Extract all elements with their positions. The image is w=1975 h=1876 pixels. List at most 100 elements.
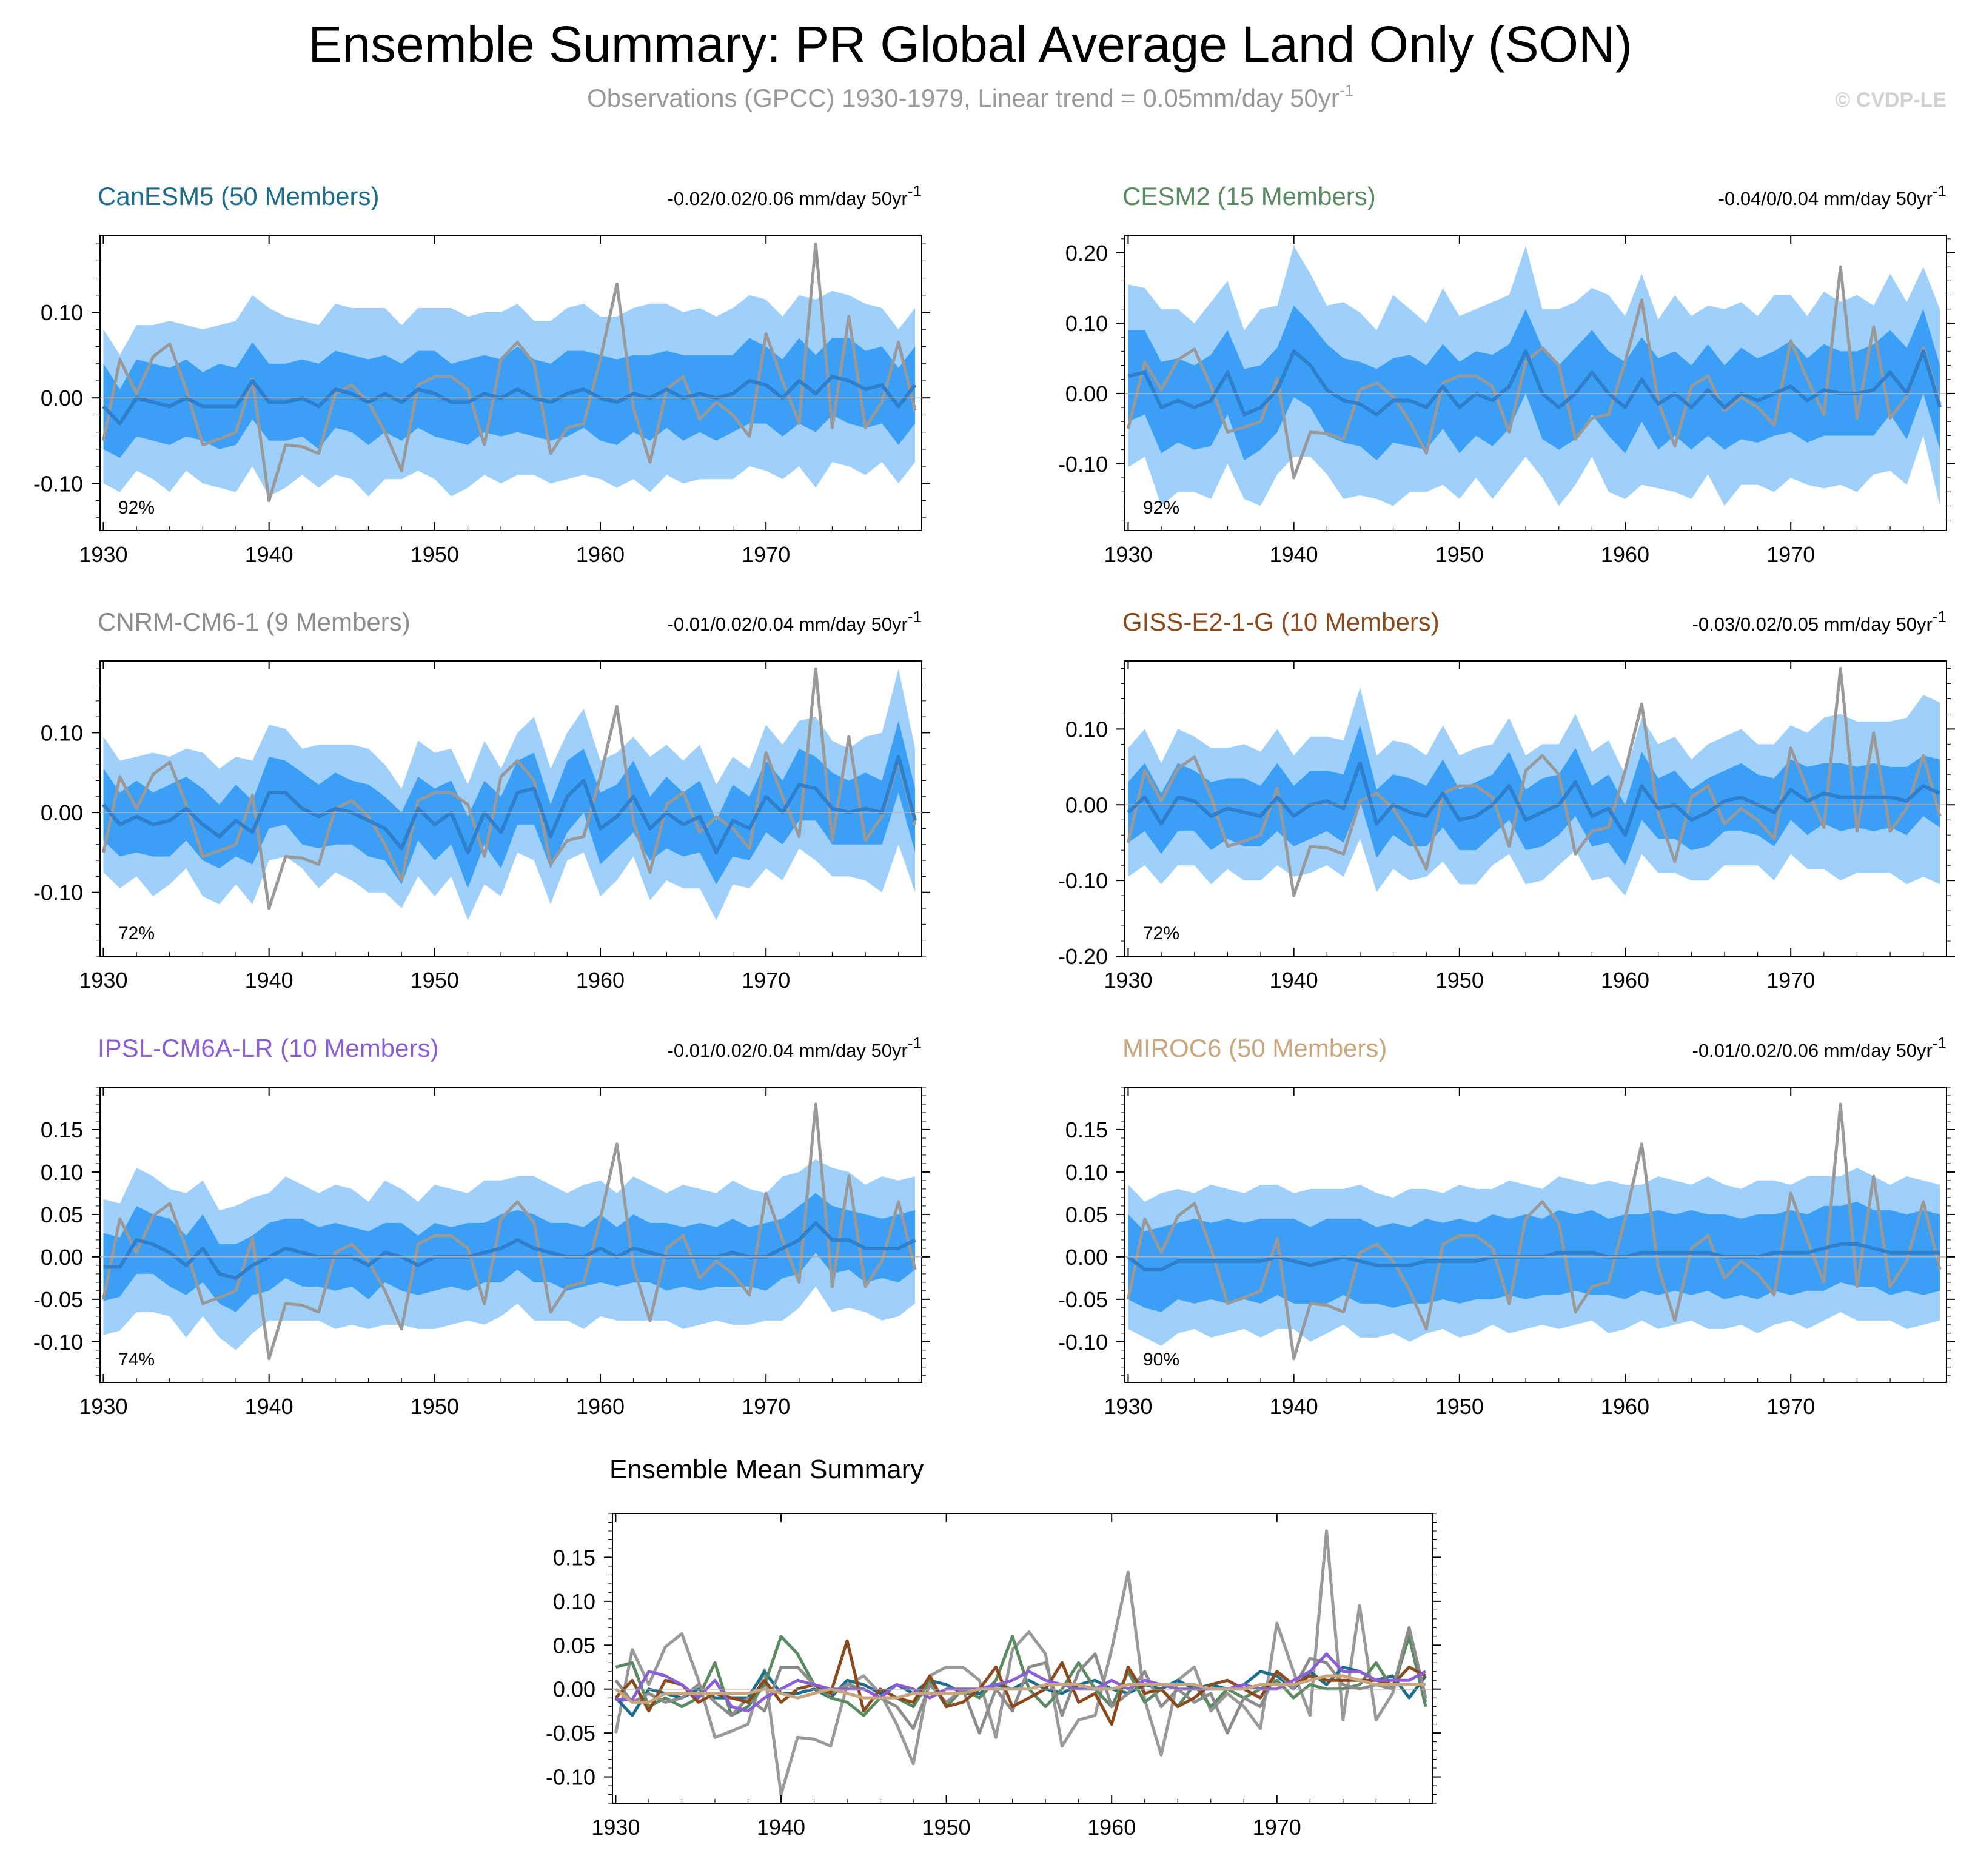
- panel-ipsl-cm6a-lr-ytick-label: 0.15: [41, 1117, 83, 1142]
- panel-giss-e2-1-g-percent-label: 72%: [1143, 923, 1179, 943]
- panel-miroc6-trend-superscript: -1: [1933, 1034, 1946, 1052]
- figure-subtitle: Observations (GPCC) 1930-1979, Linear tr…: [587, 81, 1353, 112]
- panel-miroc6-xtick-label: 1940: [1270, 1394, 1318, 1419]
- panel-ipsl-cm6a-lr-xtick-label: 1970: [742, 1394, 790, 1419]
- panel-cesm2-ytick-label: 0.00: [1065, 381, 1108, 406]
- panel-canesm5-xtick-label: 1930: [79, 542, 127, 567]
- panel-giss-e2-1-g-ytick-label: 0.10: [1065, 717, 1108, 742]
- panel-miroc6-trend-text: -0.01/0.02/0.06 mm/day 50yr: [1692, 1040, 1933, 1061]
- mean-summary-xtick-label: 1960: [1087, 1815, 1136, 1840]
- panel-canesm5-xtick-label: 1960: [576, 542, 625, 567]
- panel-cnrm-cm6-1-xtick-label: 1930: [79, 968, 127, 993]
- panel-ipsl-cm6a-lr-ytick-label: -0.05: [33, 1287, 83, 1312]
- panel-ipsl-cm6a-lr-ytick-label: -0.10: [33, 1330, 83, 1355]
- panel-cesm2-percent-label: 92%: [1143, 498, 1179, 518]
- panel-cesm2-xtick-label: 1930: [1104, 542, 1152, 567]
- panel-miroc6-xtick-label: 1960: [1601, 1394, 1649, 1419]
- panel-cnrm-cm6-1-xtick-label: 1970: [742, 968, 790, 993]
- mean-summary-title: Ensemble Mean Summary: [609, 1455, 924, 1484]
- mean-summary-frame: [612, 1513, 1433, 1804]
- panel-miroc6-frame: [1124, 1087, 1947, 1383]
- mean-summary-plot-area: [614, 1529, 1427, 1797]
- panel-cesm2-ytick-label: -0.10: [1058, 452, 1108, 477]
- panel-miroc6-ytick-label: 0.15: [1065, 1117, 1108, 1142]
- panel-cnrm-cm6-1-trend-text: -0.01/0.02/0.04 mm/day 50yr: [668, 614, 908, 635]
- mean-summary-xtick-label: 1970: [1253, 1815, 1301, 1840]
- panel-cesm2-observation-line: [1127, 265, 1942, 480]
- panels: 1930 1940 1950 1960 1970 -0.10 0.00 0.10 CanESM5…: [33, 182, 1955, 1419]
- mean-summary-ytick-label: -0.05: [546, 1721, 595, 1746]
- panel-giss-e2-1-g-plot-area: [1127, 666, 1942, 897]
- panel-ipsl-cm6a-lr-ytick-label: 0.10: [41, 1160, 83, 1185]
- panel-cesm2: 1930 1940 1950 1960 1970 -0.10 0.00 0.10 0.20 CES…: [1058, 182, 1955, 567]
- panel-cesm2-xtick-label: 1940: [1270, 542, 1318, 567]
- panel-canesm5-xtick-label: 1970: [742, 542, 790, 567]
- mean-summary-cesm2-line: [615, 1635, 1427, 1717]
- panel-miroc6-xtick-label: 1950: [1435, 1394, 1484, 1419]
- panel-giss-e2-1-g-ytick-label: -0.20: [1058, 944, 1108, 969]
- mean-summary-ytick-label: -0.10: [546, 1765, 595, 1790]
- panel-giss-e2-1-g-frame: [1124, 660, 1947, 957]
- panel-miroc6-ytick-label: 0.10: [1065, 1160, 1108, 1185]
- panel-giss-e2-1-g-ytick-label: -0.10: [1058, 868, 1108, 893]
- panel-miroc6: 1930 1940 1950 1960 1970 -0.10 -0.05 0.00 0.05 0.…: [1058, 1034, 1955, 1419]
- panel-canesm5-xtick-label: 1950: [411, 542, 459, 567]
- panel-giss-e2-1-g-xtick-label: 1960: [1601, 968, 1649, 993]
- panel-cnrm-cm6-1: 1930 1940 1950 1960 1970 -0.10 0.00 0.10 CNRM-CM…: [33, 608, 930, 993]
- panel-canesm5-plot-area: [102, 242, 917, 503]
- panel-giss-e2-1-g-xtick-label: 1930: [1104, 968, 1152, 993]
- panel-cesm2-frame: [1124, 235, 1947, 531]
- mean-summary-ipsl-cm6a-lr-line: [615, 1652, 1427, 1713]
- mean-summary-ytick-label: 0.00: [553, 1677, 595, 1702]
- panel-ipsl-cm6a-lr-percent-label: 74%: [118, 1350, 155, 1370]
- panel-canesm5-ytick-label: 0.10: [41, 300, 83, 325]
- panel-miroc6-ytick-label: 0.05: [1065, 1202, 1108, 1227]
- panel-giss-e2-1-g-trend: -0.03/0.02/0.05 mm/day 50yr-1: [1692, 608, 1946, 635]
- panel-giss-e2-1-g: 1930 1940 1950 1960 1970 -0.20 -0.10 0.00 0.10 GI…: [1058, 608, 1955, 993]
- panel-cnrm-cm6-1-percent-label: 72%: [118, 923, 155, 943]
- panel-miroc6-plot-area: [1127, 1102, 1942, 1361]
- panel-cesm2-ensemble-mean-line: [1127, 349, 1942, 417]
- panel-ipsl-cm6a-lr-ytick-label: 0.05: [41, 1202, 83, 1227]
- panel-cesm2-xtick-label: 1960: [1601, 542, 1649, 567]
- panel-giss-e2-1-g-xtick-label: 1950: [1435, 968, 1484, 993]
- panel-cesm2-ytick-label: 0.20: [1065, 241, 1108, 266]
- panel-giss-e2-1-g-xtick-label: 1970: [1766, 968, 1815, 993]
- panel-giss-e2-1-g-ensemble-mean-line: [1127, 761, 1941, 837]
- panel-miroc6-ytick-label: 0.00: [1065, 1245, 1108, 1270]
- panel-ipsl-cm6a-lr: 1930 1940 1950 1960 1970 -0.10 -0.05 0.00 0.05 0.…: [33, 1034, 930, 1419]
- panel-canesm5-trend: -0.02/0.02/0.06 mm/day 50yr-1: [668, 182, 922, 209]
- subtitle-superscript: -1: [1340, 81, 1353, 99]
- panel-cesm2-plot-area: [1127, 246, 1942, 506]
- panel-miroc6-ytick-label: -0.10: [1058, 1330, 1108, 1355]
- panel-ipsl-cm6a-lr-trend-text: -0.01/0.02/0.04 mm/day 50yr: [668, 1040, 908, 1061]
- panel-cnrm-cm6-1-ytick-label: 0.00: [41, 800, 83, 825]
- panel-ipsl-cm6a-lr-ensemble-mean-line: [103, 1221, 916, 1280]
- panel-ipsl-cm6a-lr-title: IPSL-CM6A-LR (10 Members): [98, 1034, 438, 1062]
- panel-ipsl-cm6a-lr-xtick-label: 1950: [411, 1394, 459, 1419]
- panel-ipsl-cm6a-lr-xtick-label: 1960: [576, 1394, 625, 1419]
- mean-summary-ytick-label: 0.10: [553, 1589, 595, 1614]
- mean-summary-ytick-label: 0.05: [553, 1633, 595, 1658]
- mean-summary-observation-line: [614, 1529, 1427, 1797]
- panel-ipsl-cm6a-lr-ytick-label: 0.00: [41, 1245, 83, 1270]
- credit-label: © CVDP-LE: [1835, 89, 1946, 112]
- panel-ipsl-cm6a-lr-frame: [99, 1087, 922, 1383]
- panel-cnrm-cm6-1-ytick-label: -0.10: [33, 880, 83, 905]
- panel-miroc6-trend: -0.01/0.02/0.06 mm/day 50yr-1: [1692, 1034, 1946, 1061]
- panel-cnrm-cm6-1-trend: -0.01/0.02/0.04 mm/day 50yr-1: [668, 608, 922, 635]
- panel-canesm5-frame: [99, 235, 922, 531]
- panel-ipsl-cm6a-lr-observation-line: [102, 1102, 917, 1361]
- panel-miroc6-title: MIROC6 (50 Members): [1122, 1034, 1387, 1062]
- mean-summary-xtick-label: 1940: [757, 1815, 805, 1840]
- panel-cesm2-inner-range-band: [1128, 305, 1940, 461]
- panel-cnrm-cm6-1-trend-superscript: -1: [908, 608, 922, 626]
- panel-cnrm-cm6-1-frame: [99, 660, 922, 957]
- mean-summary-xtick-label: 1950: [922, 1815, 971, 1840]
- subtitle-text: Observations (GPCC) 1930-1979, Linear tr…: [587, 84, 1340, 112]
- panel-miroc6-ytick-label: -0.05: [1058, 1287, 1108, 1312]
- panel-giss-e2-1-g-title: GISS-E2-1-G (10 Members): [1122, 608, 1440, 636]
- panel-cesm2-trend-superscript: -1: [1933, 182, 1946, 200]
- panel-cnrm-cm6-1-xtick-label: 1960: [576, 968, 625, 993]
- panel-canesm5-ytick-label: 0.00: [41, 386, 83, 410]
